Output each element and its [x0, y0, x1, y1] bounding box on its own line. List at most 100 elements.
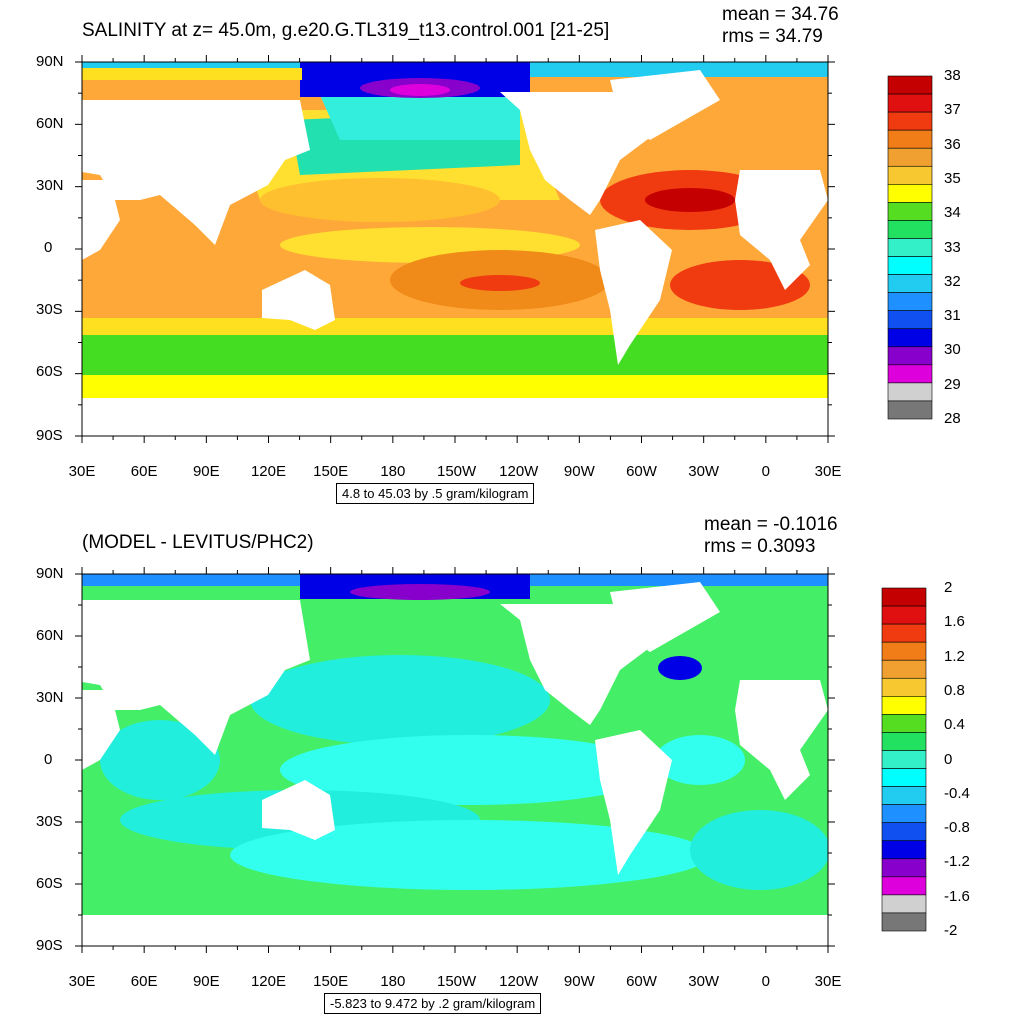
panel1-lat-90s: 90S — [36, 427, 63, 444]
panel2-title: (MODEL - LEVITUS/PHC2) — [82, 532, 314, 553]
panel1-rms: rms = 34.79 — [722, 26, 823, 47]
panel1-colorbar-label: 29 — [944, 375, 961, 393]
panel1-mean: mean = 34.76 — [722, 4, 839, 25]
colorbar-swatch — [887, 292, 933, 311]
panel1-lon-label: 30W — [688, 463, 720, 480]
panel2-lat-60n: 60N — [36, 627, 64, 644]
panel1-lon-label: 60W — [626, 463, 657, 480]
panel2-lon-label: 150E — [313, 973, 349, 990]
panel2-colorbar-label: -1.2 — [944, 853, 970, 871]
panel2-colorbar-label: 1.2 — [944, 647, 965, 665]
panel1-lon-label: 120W — [499, 463, 539, 480]
panel2-colorbar-label: -1.6 — [944, 887, 970, 905]
panel2-lat-30n: 30N — [36, 689, 64, 706]
colorbar-swatch — [881, 623, 927, 643]
colorbar-swatch — [887, 328, 933, 348]
panel1-lon-label: 150E — [313, 463, 349, 480]
colorbar-swatch — [881, 894, 927, 914]
colorbar-swatch — [881, 840, 927, 860]
panel2-lon-label: 60E — [130, 973, 158, 990]
colorbar-swatch — [881, 732, 927, 751]
panel1-lon-label: 0 — [761, 463, 770, 480]
colorbar-swatch — [887, 220, 933, 239]
colorbar-swatch — [881, 696, 927, 715]
panel2-lat-60s: 60S — [36, 875, 63, 892]
panel2-lat-0: 0 — [44, 751, 53, 768]
colorbar-swatch — [881, 605, 927, 625]
colorbar-swatch — [887, 147, 933, 167]
panel2-colorbar-label: -0.8 — [944, 819, 970, 837]
panel1-lon-label: 180 — [380, 463, 406, 480]
colorbar-swatch — [887, 129, 933, 149]
panel1-lon-label: 60E — [130, 463, 158, 480]
panel1-lon-label: 150W — [437, 463, 477, 480]
panel2-lon-label: 30E — [814, 973, 842, 990]
panel1-lat-60s: 60S — [36, 363, 63, 380]
colorbar-swatch — [881, 587, 927, 607]
panel2-lon-label: 120W — [499, 973, 539, 990]
panel2-lat-90s: 90S — [36, 937, 63, 954]
colorbar-swatch — [887, 400, 933, 420]
panel1-lon-label: 90E — [192, 463, 220, 480]
difference-map — [82, 574, 828, 946]
panel1-colorbar — [887, 75, 933, 420]
panel2-colorbar — [881, 587, 927, 932]
panel1-contour-info: 4.8 to 45.03 by .5 gram/kilogram — [336, 483, 535, 504]
panel2-lat-90n: 90N — [36, 565, 64, 582]
panel2-mean: mean = -0.1016 — [704, 514, 838, 535]
colorbar-swatch — [881, 714, 927, 733]
colorbar-swatch — [881, 804, 927, 823]
colorbar-swatch — [887, 184, 933, 203]
panel1-lon-label: 30E — [814, 463, 842, 480]
colorbar-swatch — [887, 165, 933, 185]
colorbar-swatch — [887, 346, 933, 366]
panel1-lat-90n: 90N — [36, 53, 64, 70]
panel1-colorbar-label: 36 — [944, 135, 961, 153]
panel2-rms: rms = 0.3093 — [704, 536, 816, 557]
colorbar-swatch — [887, 382, 933, 402]
colorbar-swatch — [881, 786, 927, 805]
panel2-colorbar-label: -0.4 — [944, 784, 970, 802]
panel2-lon-label: 60W — [626, 973, 657, 990]
colorbar-swatch — [887, 310, 933, 330]
colorbar-swatch — [881, 858, 927, 878]
panel2-colorbar-label: -2 — [944, 922, 958, 939]
panel2-lon-label: 90W — [563, 973, 595, 990]
panel1-colorbar-label: 32 — [944, 272, 961, 290]
panel1-colorbar-label: 28 — [944, 410, 961, 427]
panel1-lat-0: 0 — [44, 239, 53, 256]
panel2-colorbar-label: 1.6 — [944, 613, 965, 631]
colorbar-swatch — [881, 876, 927, 896]
panel2-lon-label: 30E — [68, 973, 96, 990]
panel2-contour-info: -5.823 to 9.472 by .2 gram/kilogram — [324, 993, 542, 1014]
colorbar-swatch — [881, 822, 927, 842]
panel2-lon-label: 180 — [380, 973, 406, 990]
colorbar-swatch — [881, 750, 927, 769]
colorbar-swatch — [887, 111, 933, 131]
colorbar-swatch — [887, 202, 933, 221]
colorbar-swatch — [881, 659, 927, 679]
colorbar-swatch — [887, 75, 933, 95]
panel2-colorbar-label: 0 — [944, 750, 953, 768]
panel1-title: SALINITY at z= 45.0m, g.e20.G.TL319_t13.… — [82, 20, 610, 41]
colorbar-swatch — [881, 677, 927, 697]
panel1-lon-label: 120E — [250, 463, 287, 480]
panel1-colorbar-label: 38 — [944, 67, 961, 84]
panel1-colorbar-label: 30 — [944, 341, 961, 359]
panel2-colorbar-label: 0.4 — [944, 716, 965, 734]
panel1-lat-30s: 30S — [36, 301, 63, 318]
panel2-lon-label: 0 — [761, 973, 770, 990]
panel1-colorbar-label: 31 — [944, 307, 961, 325]
colorbar-swatch — [887, 364, 933, 384]
panel1-colorbar-label: 37 — [944, 101, 961, 119]
panel1-colorbar-label: 33 — [944, 238, 961, 256]
panel1-lon-label: 90W — [563, 463, 595, 480]
colorbar-swatch — [887, 93, 933, 113]
panel2-lon-label: 90E — [192, 973, 220, 990]
panel2-lon-label: 120E — [250, 973, 287, 990]
panel1-colorbar-label: 34 — [944, 204, 961, 222]
panel1-lon-label: 30E — [68, 463, 96, 480]
panel2-lon-label: 30W — [688, 973, 720, 990]
panel2-colorbar-label: 0.8 — [944, 681, 965, 699]
